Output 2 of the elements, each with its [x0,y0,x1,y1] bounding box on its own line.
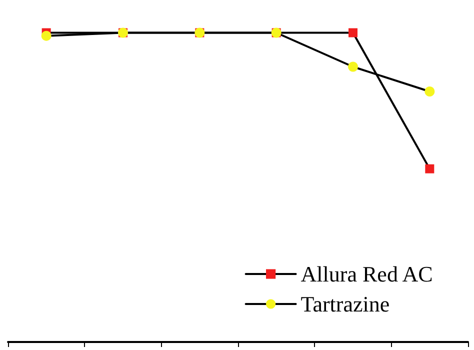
legend-label: Tartrazine [300,292,390,316]
legend-label: Allura Red AC [300,262,433,286]
